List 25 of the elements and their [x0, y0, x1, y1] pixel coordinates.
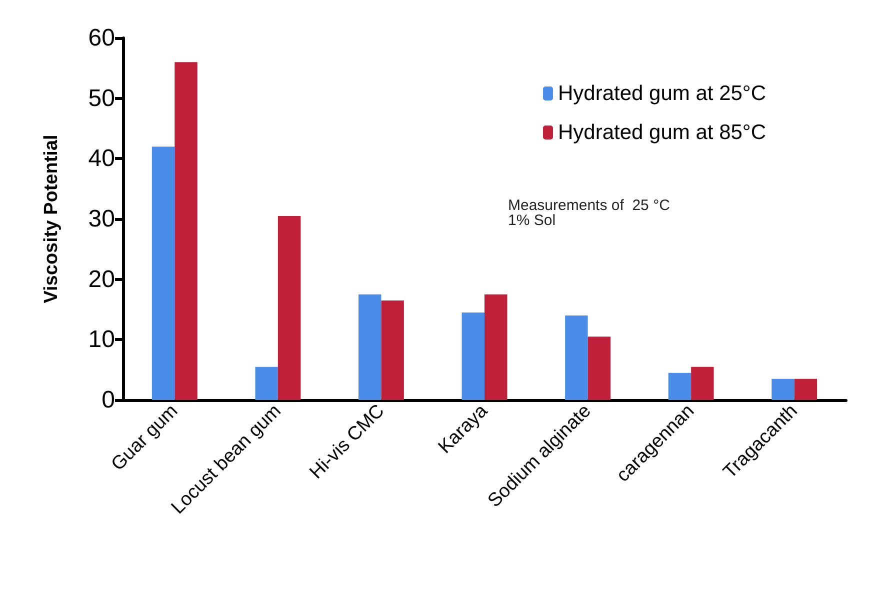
bar [772, 378, 794, 400]
bar [174, 62, 198, 400]
y-tick-label: 0 [102, 386, 115, 414]
y-tick-label: 50 [88, 84, 115, 112]
bar [152, 146, 175, 400]
y-tick-label: 30 [88, 206, 115, 232]
bar [358, 294, 382, 400]
bar [588, 336, 611, 400]
bar [381, 300, 404, 400]
y-tick-label: 10 [88, 326, 115, 354]
legend-label: Hydrated gum at 25°C [558, 82, 766, 105]
bar [462, 312, 484, 400]
bar [565, 316, 588, 400]
y-tick-label: 40 [88, 145, 115, 172]
bar [278, 216, 301, 400]
annotation: Measurements of 25 °C 1% Sol [508, 197, 670, 229]
bar [255, 366, 278, 400]
bar [794, 378, 818, 400]
bar [484, 294, 508, 400]
legend-label: Hydrated gum at 85°C [558, 121, 766, 144]
y-tick-label: 60 [88, 24, 115, 52]
y-tick-label: 20 [88, 266, 115, 293]
bar [691, 366, 714, 400]
y-axis-title: Viscosity Potential [41, 134, 62, 304]
bar [668, 372, 692, 400]
